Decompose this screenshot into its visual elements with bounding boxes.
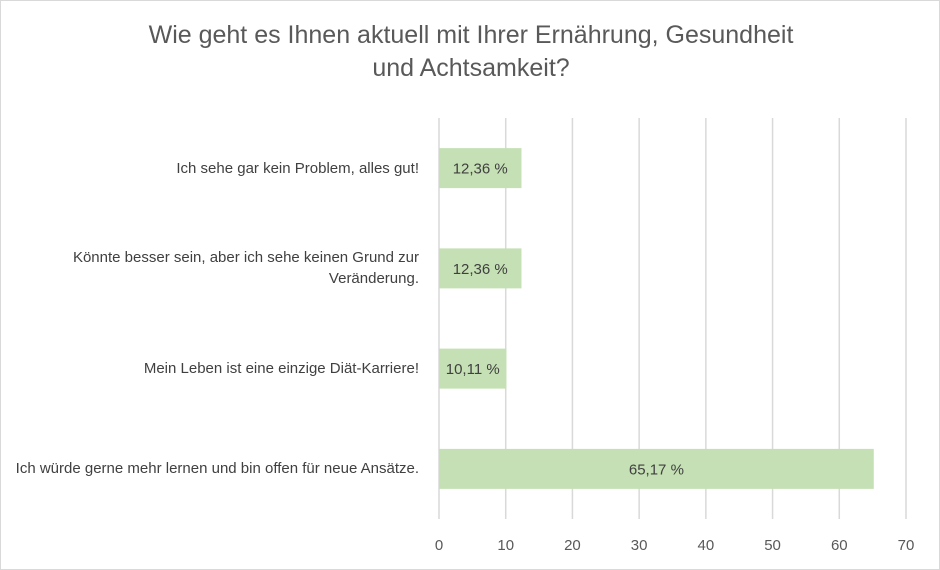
chart-title-line-2: und Achtsamkeit? bbox=[372, 54, 570, 82]
data-label: 65,17 % bbox=[629, 461, 684, 478]
x-tick-label: 70 bbox=[898, 537, 915, 554]
x-tick-label: 40 bbox=[698, 537, 715, 554]
x-tick-label: 10 bbox=[497, 537, 514, 554]
data-label: 10,11 % bbox=[446, 361, 500, 378]
category-label: Mein Leben ist eine einzige Diät-Karrier… bbox=[143, 360, 419, 378]
bar bbox=[439, 348, 507, 389]
bar bbox=[439, 448, 874, 489]
chart-title-line-1: Wie geht es Ihnen aktuell mit Ihrer Ernä… bbox=[148, 21, 794, 49]
bar bbox=[439, 248, 522, 289]
data-label: 12,36 % bbox=[453, 161, 508, 178]
x-tick-label: 0 bbox=[435, 537, 443, 554]
category-label: Könnte besser sein, aber ich sehe keinen… bbox=[72, 249, 419, 288]
x-tick-label: 20 bbox=[564, 537, 581, 554]
category-label: Ich würde gerne mehr lernen und bin offe… bbox=[15, 460, 419, 478]
x-tick-label: 30 bbox=[631, 537, 648, 554]
bar bbox=[439, 148, 522, 189]
x-tick-label: 60 bbox=[831, 537, 848, 554]
x-tick-label: 50 bbox=[764, 537, 781, 554]
data-label: 12,36 % bbox=[453, 261, 508, 278]
chart-title: Wie geht es Ihnen aktuell mit Ihrer Ernä… bbox=[1, 19, 939, 85]
category-label: Ich sehe gar kein Problem, alles gut! bbox=[176, 159, 419, 177]
